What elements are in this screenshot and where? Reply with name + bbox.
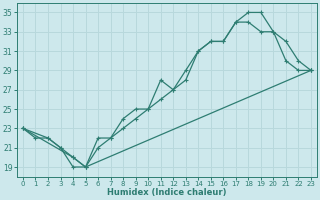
- X-axis label: Humidex (Indice chaleur): Humidex (Indice chaleur): [107, 188, 227, 197]
